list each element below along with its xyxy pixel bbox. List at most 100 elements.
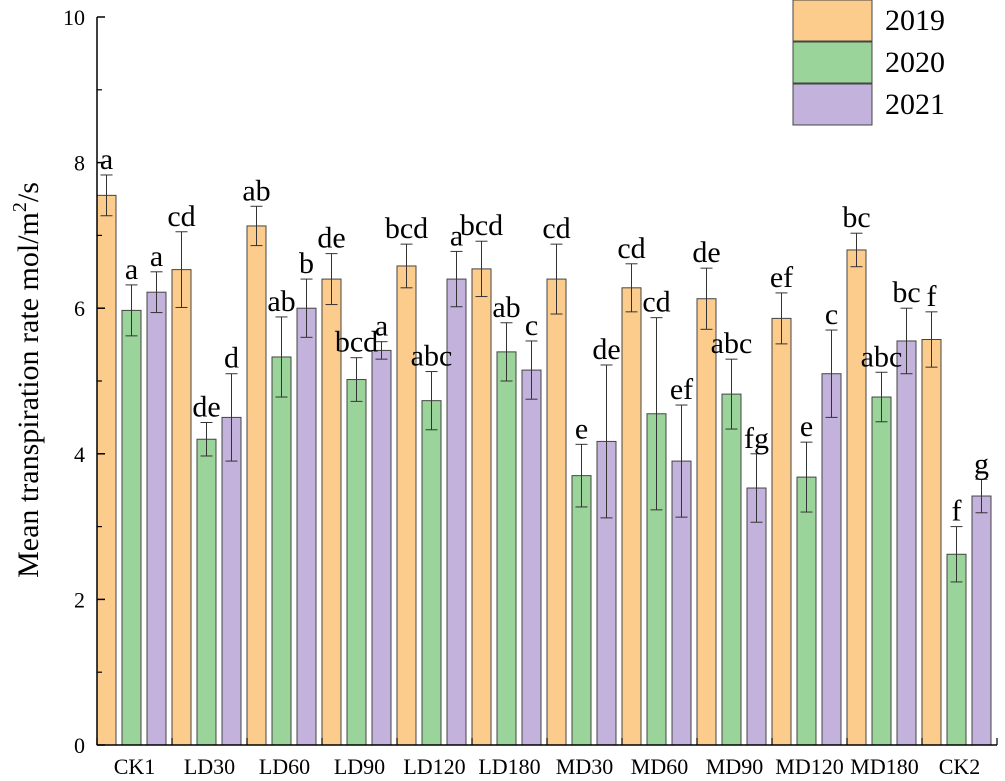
bar-2019 <box>771 317 792 746</box>
y-tick-label: 0 <box>74 733 85 758</box>
significance-label: f <box>927 280 937 313</box>
x-tick-label: LD90 <box>334 754 385 779</box>
significance-label: a <box>375 310 388 343</box>
bar-2019 <box>471 268 492 746</box>
bar-2020 <box>796 476 817 746</box>
bar-2021 <box>896 340 917 746</box>
significance-label: bc <box>842 201 870 234</box>
bar-2020 <box>721 393 742 746</box>
significance-label: ab <box>267 285 295 318</box>
legend-swatch-2021 <box>792 83 873 126</box>
x-tick-label: MD30 <box>556 754 613 779</box>
bar-2020 <box>121 309 142 746</box>
significance-label: cd <box>642 286 670 319</box>
significance-label: bcd <box>460 209 503 242</box>
significance-label: g <box>974 447 989 480</box>
significance-label: e <box>800 410 813 443</box>
bar-2021 <box>971 495 992 746</box>
significance-label: a <box>125 253 138 286</box>
significance-label: e <box>575 412 588 445</box>
significance-label: abc <box>711 327 753 360</box>
bar-2020 <box>346 379 367 746</box>
x-tick-label: LD180 <box>478 754 540 779</box>
legend-label: 2019 <box>885 4 945 37</box>
significance-label: de <box>317 222 345 255</box>
bar-2021 <box>146 291 167 746</box>
significance-label: ab <box>492 291 520 324</box>
significance-label: a <box>450 219 463 252</box>
y-tick-label: 8 <box>74 151 85 176</box>
significance-label: cd <box>542 212 570 245</box>
x-tick-label: MD90 <box>706 754 763 779</box>
y-tick-label: 10 <box>63 5 85 30</box>
bar-2019 <box>171 269 192 746</box>
bar-2019 <box>246 225 267 746</box>
bar-2021 <box>371 349 392 746</box>
significance-label: b <box>299 247 314 280</box>
bar-2020 <box>946 553 967 746</box>
significance-label: cd <box>167 200 195 233</box>
bar-2019 <box>696 298 717 746</box>
bar-2020 <box>196 438 217 746</box>
x-tick-label: LD30 <box>184 754 235 779</box>
legend-swatch-2019 <box>792 0 873 42</box>
x-tick-label: CK2 <box>939 754 981 779</box>
significance-label: bcd <box>335 326 378 359</box>
significance-label: ef <box>770 261 793 294</box>
y-tick-label: 6 <box>74 296 85 321</box>
bar-2021 <box>221 416 242 746</box>
significance-label: de <box>192 390 220 423</box>
bar-2021 <box>746 487 767 746</box>
y-axis-label-main: Mean transpiration rate mol/m <box>12 212 45 578</box>
significance-label: f <box>952 495 962 528</box>
y-tick-label: 2 <box>74 587 85 612</box>
significance-label: de <box>592 333 620 366</box>
significance-label: abc <box>411 340 453 373</box>
significance-label: d <box>224 342 239 375</box>
significance-label: bcd <box>385 212 428 245</box>
bar-2020 <box>871 396 892 746</box>
error-bars-layer <box>100 174 988 583</box>
x-tick-label: LD60 <box>259 754 310 779</box>
y-axis-label-sup: 2 <box>9 202 31 212</box>
bar-2019 <box>621 287 642 746</box>
significance-label: fg <box>744 422 769 455</box>
legend: 2019 2020 2021 <box>792 0 945 126</box>
significance-label: c <box>525 309 538 342</box>
y-ticks-layer: 0 2 4 6 8 10 <box>63 5 105 758</box>
x-tick-label: MD60 <box>631 754 688 779</box>
bar-2019 <box>546 278 567 746</box>
bar-2021 <box>521 369 542 746</box>
y-tick-label: 4 <box>74 442 85 467</box>
bar-2020 <box>271 356 292 746</box>
x-tick-label: CK1 <box>114 754 156 779</box>
bar-2021 <box>296 307 317 746</box>
bars-layer <box>96 194 992 746</box>
significance-label: cd <box>617 232 645 265</box>
bar-2019 <box>846 249 867 746</box>
x-tick-label: MD120 <box>775 754 843 779</box>
legend-label: 2021 <box>885 88 945 121</box>
legend-swatch-2020 <box>792 41 873 84</box>
x-tick-label: MD180 <box>850 754 918 779</box>
bar-2020 <box>421 400 442 746</box>
y-axis-label: Mean transpiration rate mol/m2/s <box>9 182 45 578</box>
bar-2020 <box>571 475 592 746</box>
x-tick-label: LD120 <box>403 754 465 779</box>
significance-label: a <box>150 240 163 273</box>
significance-label: ab <box>242 174 270 207</box>
significance-label: de <box>692 236 720 269</box>
significance-label: a <box>100 143 113 176</box>
legend-label: 2020 <box>885 46 945 79</box>
significance-label: abc <box>861 340 903 373</box>
bar-2019 <box>96 194 117 746</box>
bar-2021 <box>821 373 842 746</box>
bar-2019 <box>921 339 942 746</box>
bar-2020 <box>496 351 517 746</box>
significance-label: bc <box>892 276 920 309</box>
significance-label: ef <box>670 373 693 406</box>
x-labels-layer: CK1 LD30 LD60 LD90 LD120 LD180 MD30 MD60 MD90 MD1… <box>96 738 998 779</box>
y-axis-label-suffix: /s <box>12 182 45 202</box>
bar-2019 <box>396 265 417 746</box>
